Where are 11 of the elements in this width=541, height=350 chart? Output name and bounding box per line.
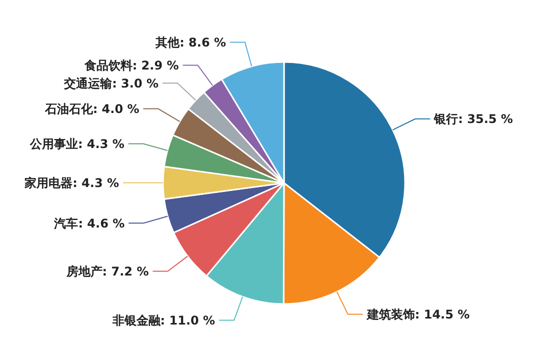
- slice-label: 其他: 8.6 %: [154, 36, 226, 50]
- slice-label: 家用电器: 4.3 %: [24, 176, 119, 190]
- slice-label: 食品饮料: 2.9 %: [83, 58, 179, 72]
- slice-label: 汽车: 4.6 %: [53, 216, 125, 230]
- slice-label: 建筑装饰: 14.5 %: [366, 307, 470, 322]
- slice-label: 公用事业: 4.3 %: [28, 136, 124, 151]
- slice-label: 石油石化: 4.0 %: [44, 102, 140, 116]
- slice-label: 非银金融: 11.0 %: [111, 313, 216, 328]
- slice-label: 银行: 35.5 %: [433, 112, 513, 126]
- slice-label: 交通运输: 3.0 %: [63, 76, 158, 90]
- slice-label: 房地产: 7.2 %: [65, 264, 149, 278]
